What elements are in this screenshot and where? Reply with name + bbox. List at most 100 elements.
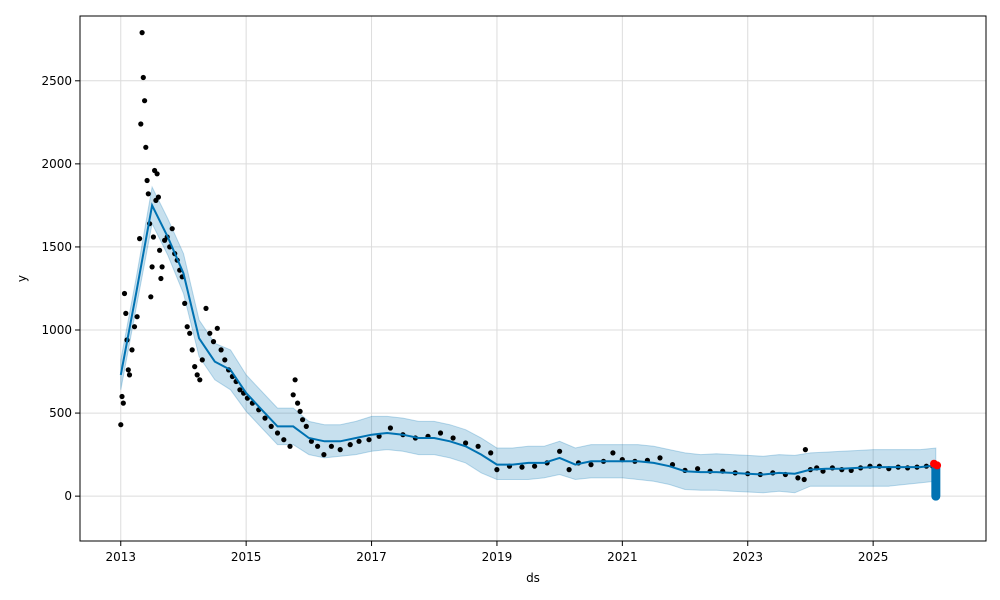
observed-point	[150, 234, 156, 240]
observed-point	[356, 438, 362, 444]
observed-point	[197, 377, 203, 383]
observed-point	[475, 443, 481, 449]
x-tick-label: 2019	[482, 550, 513, 564]
x-tick-label: 2025	[858, 550, 889, 564]
observed-point	[143, 144, 149, 150]
observed-point	[695, 466, 701, 472]
x-tick-label: 2013	[105, 550, 136, 564]
observed-point	[308, 438, 314, 444]
observed-points-layer	[118, 29, 936, 483]
observed-point	[144, 177, 150, 184]
observed-point	[158, 275, 164, 282]
y-tick-label: 500	[49, 406, 72, 420]
observed-point	[154, 171, 160, 177]
observed-point	[129, 347, 135, 353]
axes-layer	[79, 15, 987, 542]
observed-point	[138, 121, 144, 127]
observed-point	[131, 324, 138, 330]
y-tick-label: 0	[64, 489, 72, 503]
forecast-line	[119, 202, 936, 476]
observed-point	[274, 430, 281, 436]
observed-point	[347, 442, 353, 448]
uncertainty-band	[120, 185, 937, 494]
observed-point	[149, 264, 155, 270]
observed-point	[387, 425, 393, 431]
observed-point	[118, 422, 124, 428]
y-tick-label: 1500	[41, 240, 72, 254]
observed-point	[303, 423, 309, 429]
observed-point	[610, 450, 616, 456]
x-tick-label: 2023	[732, 550, 763, 564]
observed-point	[802, 447, 809, 453]
observed-point	[268, 423, 274, 429]
observed-point	[300, 417, 306, 423]
y-axis-ticks: 0 500 1000 1500 2000 2500	[41, 74, 80, 503]
observed-point	[194, 372, 200, 378]
observed-point	[315, 443, 321, 449]
observed-point	[184, 324, 190, 330]
observed-point	[657, 455, 663, 461]
y-tick-label: 1000	[41, 323, 72, 337]
observed-point	[189, 347, 195, 353]
observed-point	[120, 400, 126, 406]
observed-point	[148, 294, 154, 300]
observed-point	[463, 440, 469, 446]
highlight-point	[933, 461, 942, 470]
observed-point	[169, 226, 175, 232]
observed-point	[207, 330, 213, 336]
observed-point	[126, 372, 133, 378]
observed-point	[140, 74, 146, 81]
observed-point	[532, 463, 538, 469]
observed-point	[119, 393, 125, 400]
observed-point	[450, 435, 456, 441]
observed-point	[297, 408, 303, 414]
x-axis-label: ds	[526, 571, 540, 585]
observed-point	[139, 29, 145, 36]
x-axis-ticks: 2013 2015 2017 2019 2021 2023 2025	[105, 541, 888, 564]
observed-point	[557, 448, 563, 454]
observed-point	[295, 400, 301, 406]
observed-point	[292, 377, 298, 383]
observed-point	[588, 462, 594, 468]
observed-point	[290, 392, 296, 398]
grid-layer	[80, 16, 986, 541]
observed-point	[134, 314, 140, 320]
observed-point	[123, 310, 129, 316]
observed-point	[157, 247, 163, 253]
highlight-layer	[930, 459, 942, 470]
observed-point	[366, 437, 372, 443]
observed-point	[795, 475, 801, 481]
y-tick-label: 2500	[41, 74, 72, 88]
observed-point	[137, 236, 143, 242]
uncertainty-band-layer	[120, 185, 937, 494]
observed-point	[801, 476, 807, 483]
observed-point	[287, 443, 293, 449]
observed-point	[159, 264, 165, 270]
observed-point	[155, 194, 161, 200]
observed-point	[488, 450, 494, 456]
observed-point	[494, 467, 500, 473]
observed-point	[214, 325, 220, 331]
x-tick-label: 2021	[607, 550, 638, 564]
y-axis-label: y	[15, 275, 29, 282]
observed-point	[125, 367, 131, 373]
observed-point	[218, 347, 224, 353]
observed-point	[187, 330, 193, 336]
forecast-line-layer	[119, 202, 941, 501]
observed-point	[519, 464, 525, 470]
observed-point	[337, 447, 343, 453]
observed-point	[566, 467, 572, 473]
observed-point	[145, 191, 151, 197]
observed-point	[328, 443, 334, 449]
x-tick-label: 2015	[231, 550, 262, 564]
observed-point	[237, 387, 243, 393]
observed-point	[437, 430, 444, 436]
axes-frame	[79, 15, 987, 542]
observed-point	[321, 452, 327, 458]
observed-point	[182, 300, 188, 306]
observed-point	[222, 357, 228, 363]
observed-point	[210, 339, 217, 345]
x-tick-label: 2017	[356, 550, 387, 564]
